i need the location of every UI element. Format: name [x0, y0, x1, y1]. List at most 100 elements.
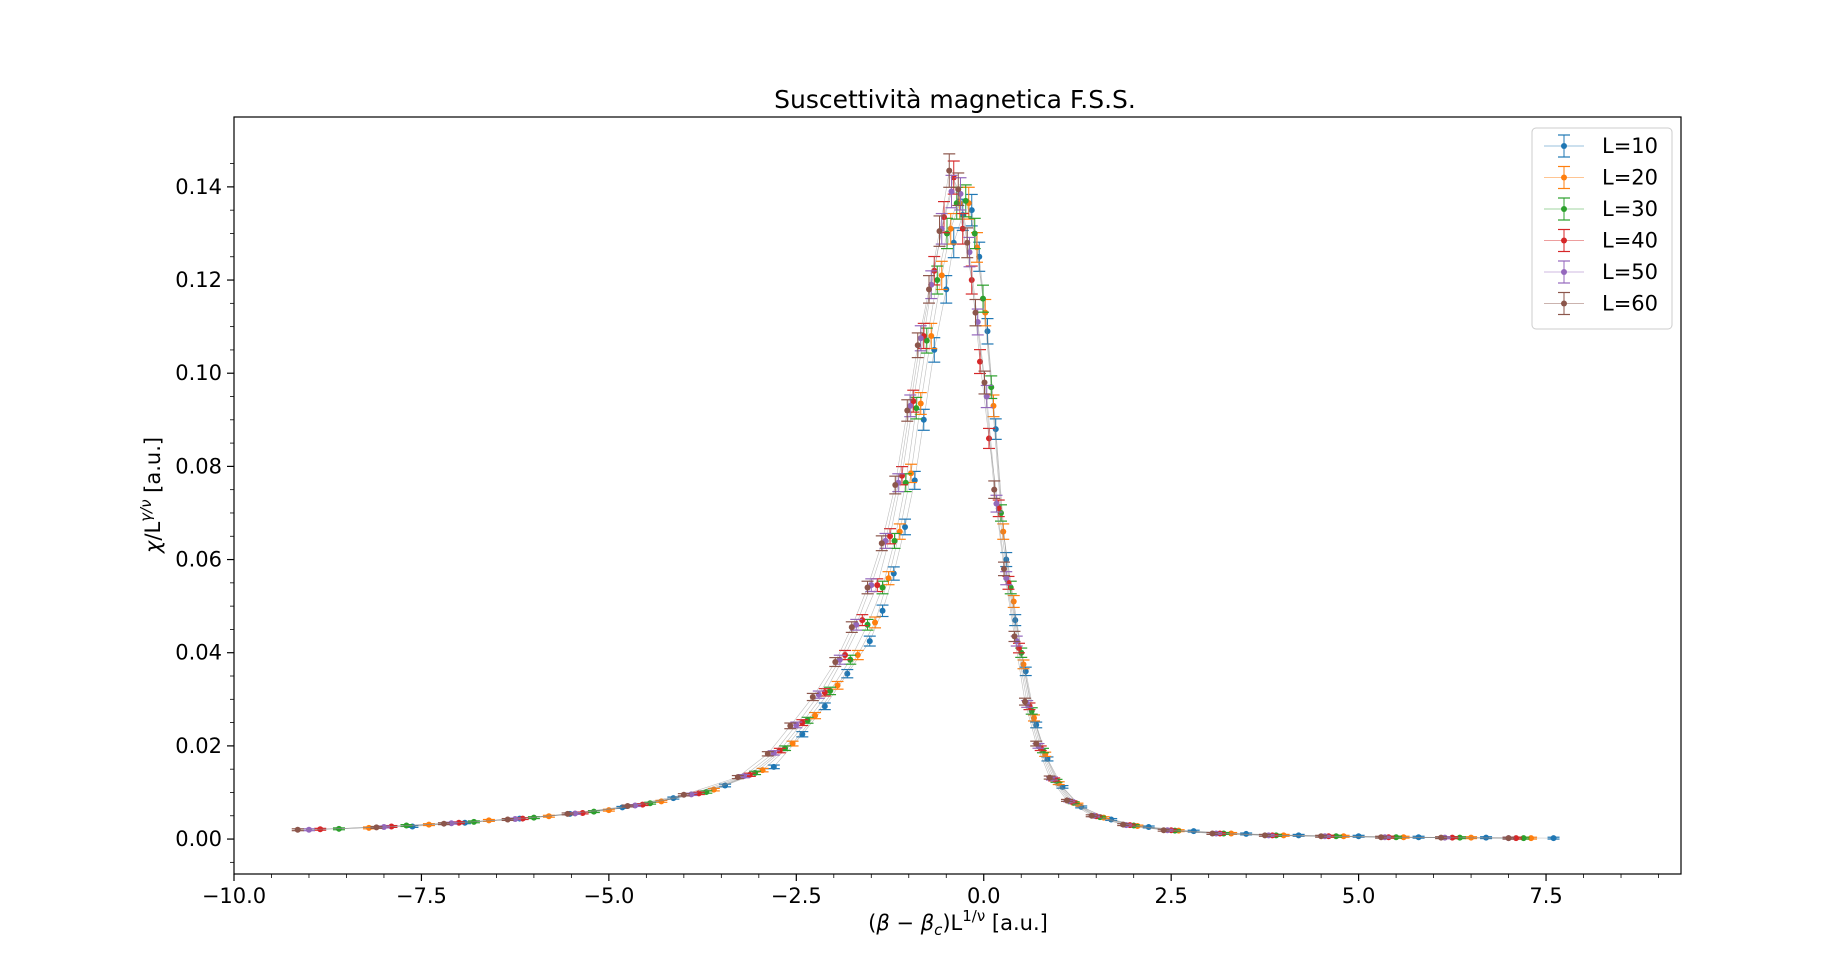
- data-point: [789, 740, 796, 747]
- data-point: [1063, 797, 1070, 804]
- data-point: [305, 826, 312, 833]
- data-point: [972, 309, 979, 316]
- data-point: [373, 824, 380, 831]
- data-point: [827, 687, 834, 694]
- data-point: [1000, 565, 1007, 572]
- x-tick-label: 2.5: [1154, 884, 1187, 908]
- legend-label: L=50: [1602, 260, 1658, 284]
- data-point: [799, 731, 806, 738]
- data-point: [944, 230, 951, 237]
- data-point: [1209, 830, 1216, 837]
- data-point: [948, 188, 955, 195]
- data-point: [1033, 740, 1040, 747]
- data-point: [950, 239, 957, 246]
- data-point: [504, 816, 511, 823]
- data-point: [864, 621, 871, 628]
- data-point: [1528, 835, 1535, 842]
- legend-label: L=40: [1602, 229, 1658, 253]
- data-point: [914, 342, 921, 349]
- y-axis-label: χ/Lγ/ν [a.u.]: [137, 437, 165, 554]
- data-point: [885, 575, 892, 582]
- y-tick-label: 0.12: [175, 268, 222, 292]
- data-point: [1438, 834, 1445, 841]
- data-point: [854, 652, 861, 659]
- data-point: [624, 802, 631, 809]
- data-point: [985, 435, 992, 442]
- x-axis: −10.0 −7.5 −5.0 −2.5 0.0 2.5 5.0 7.5: [202, 874, 1659, 908]
- data-point: [904, 407, 911, 414]
- y-tick-label: 0.02: [175, 734, 222, 758]
- data-point: [703, 789, 710, 796]
- y-tick-label: 0.06: [175, 548, 222, 572]
- data-point: [907, 402, 914, 409]
- data-point: [920, 416, 927, 423]
- data-point: [1378, 834, 1385, 841]
- data-point: [962, 197, 969, 204]
- legend-item: L=60: [1544, 292, 1658, 316]
- legend-item: L=50: [1544, 260, 1658, 284]
- legend-marker: [1561, 269, 1567, 275]
- data-point: [993, 500, 1000, 507]
- data-point: [821, 703, 828, 710]
- legend-item: L=20: [1544, 166, 1658, 190]
- legend-marker: [1561, 237, 1567, 244]
- legend-box: [1531, 127, 1673, 330]
- data-point: [872, 619, 879, 626]
- data-point: [891, 537, 898, 544]
- data-point: [1520, 835, 1527, 842]
- data-point: [1010, 598, 1017, 605]
- data-point: [964, 239, 971, 246]
- data-point: [770, 763, 777, 770]
- series-L=60: [291, 153, 1515, 842]
- data-point: [759, 767, 766, 774]
- x-tick-label: −7.5: [396, 884, 447, 908]
- x-tick-label: −2.5: [771, 884, 822, 908]
- legend-item: L=10: [1544, 134, 1658, 158]
- y-tick-label: 0.04: [175, 641, 222, 665]
- y-tick-label: 0.14: [175, 175, 222, 199]
- data-point: [887, 533, 894, 540]
- data-point: [1513, 835, 1520, 842]
- data-point: [874, 582, 881, 589]
- data-point: [815, 691, 822, 698]
- x-tick-label: −5.0: [583, 884, 634, 908]
- data-point: [787, 722, 794, 729]
- data-point: [1021, 698, 1028, 705]
- data-point: [917, 400, 924, 407]
- data-point: [879, 607, 886, 614]
- data-point: [934, 277, 941, 284]
- data-point: [971, 230, 978, 237]
- data-point: [764, 750, 771, 757]
- data-point: [991, 486, 998, 493]
- data-point: [1505, 835, 1512, 842]
- data-point: [936, 228, 943, 235]
- x-tick-label: 5.0: [1342, 884, 1375, 908]
- data-point: [821, 689, 828, 696]
- data-point: [1261, 832, 1268, 839]
- legend-label: L=60: [1602, 292, 1658, 316]
- data-point: [440, 820, 447, 827]
- x-tick-label: −10.0: [202, 884, 266, 908]
- legend-item: L=40: [1544, 229, 1658, 253]
- data-point: [844, 670, 851, 677]
- series-layer: [291, 153, 1560, 842]
- y-tick-label: 0.08: [175, 454, 222, 478]
- data-point: [984, 328, 991, 335]
- data-point: [979, 295, 986, 302]
- data-point: [928, 332, 935, 339]
- data-point: [1011, 633, 1018, 640]
- data-point: [1003, 575, 1010, 582]
- data-point: [1190, 828, 1197, 835]
- data-point: [911, 477, 918, 484]
- legend: L=10 L=20 L=30 L=40 L=50 L=60: [1531, 127, 1673, 330]
- data-point: [740, 773, 747, 780]
- data-point: [878, 540, 885, 547]
- data-point: [902, 523, 909, 530]
- data-point: [913, 405, 920, 412]
- y-tick-label: 0.00: [175, 827, 222, 851]
- plot-area: [233, 116, 1682, 875]
- data-point: [931, 346, 938, 353]
- data-point: [983, 393, 990, 400]
- legend-label: L=10: [1602, 134, 1658, 158]
